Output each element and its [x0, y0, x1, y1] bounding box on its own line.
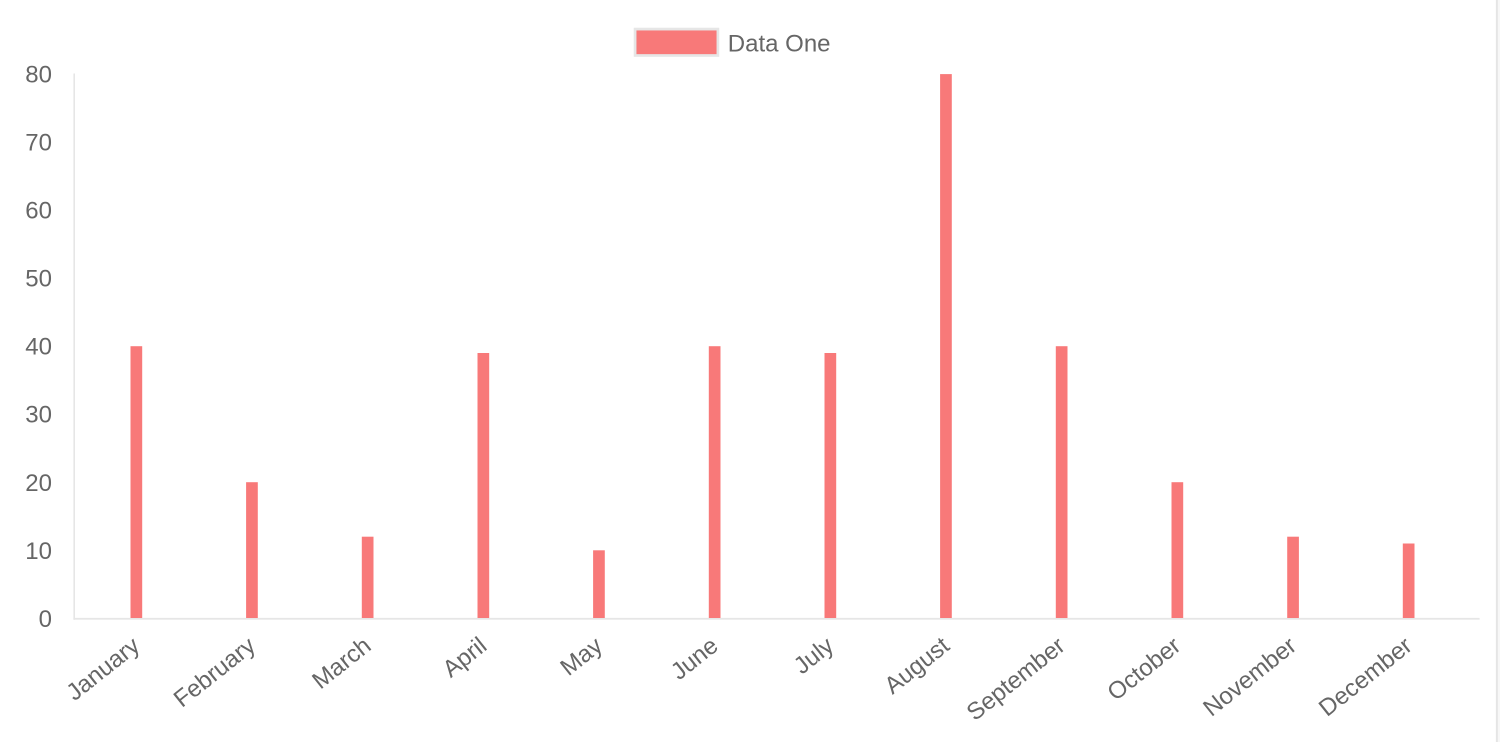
svg-text:60: 60: [25, 198, 52, 225]
svg-text:40: 40: [25, 334, 52, 361]
svg-text:70: 70: [25, 130, 52, 157]
svg-text:20: 20: [25, 470, 52, 497]
svg-text:10: 10: [25, 538, 52, 565]
svg-text:30: 30: [25, 402, 52, 429]
svg-text:Data One: Data One: [728, 30, 831, 57]
svg-text:0: 0: [39, 606, 52, 633]
svg-text:80: 80: [25, 62, 52, 89]
svg-text:50: 50: [25, 266, 52, 293]
